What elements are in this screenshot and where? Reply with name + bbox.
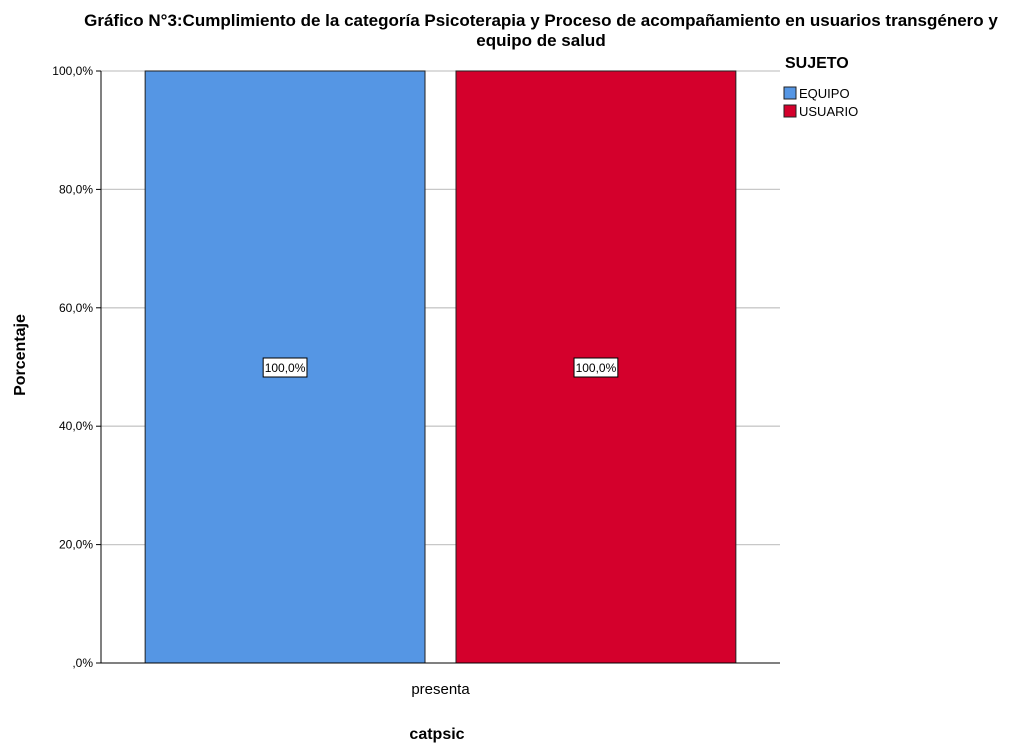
legend-label-usuario: USUARIO (799, 104, 858, 119)
legend: SUJETO EQUIPO USUARIO (783, 55, 858, 119)
legend-title: SUJETO (785, 55, 849, 72)
y-tick-label-5: 100,0% (52, 64, 93, 78)
x-axis-title: catpsic (409, 726, 464, 743)
y-tick-labels: ,0% 20,0% 40,0% 60,0% 80,0% 100,0% (52, 64, 93, 670)
x-category-labels: presenta (411, 681, 470, 698)
y-axis-title: Porcentaje (12, 314, 29, 396)
legend-swatch-usuario (783, 104, 797, 118)
axes (100, 71, 780, 664)
data-label-equipo: 100,0% (265, 361, 306, 375)
y-tick-label-2: 40,0% (59, 419, 93, 433)
x-category-label-0: presenta (411, 681, 470, 698)
data-labels: 100,0% 100,0% (262, 357, 619, 378)
legend-label-equipo: EQUIPO (799, 86, 850, 101)
data-label-box-equipo (262, 357, 308, 378)
data-label-box-usuario (573, 357, 619, 378)
chart-title-line-1: Gráfico N°3:Cumplimiento de la categoría… (84, 11, 998, 30)
y-tick-label-1: 20,0% (59, 538, 93, 552)
y-tick-label-3: 60,0% (59, 301, 93, 315)
legend-swatch-equipo (783, 86, 797, 100)
y-tick-label-0: ,0% (72, 656, 93, 670)
bars (144, 70, 737, 664)
chart-title-line-2: equipo de salud (476, 31, 605, 50)
data-label-usuario: 100,0% (576, 361, 617, 375)
y-tick-label-4: 80,0% (59, 182, 93, 196)
